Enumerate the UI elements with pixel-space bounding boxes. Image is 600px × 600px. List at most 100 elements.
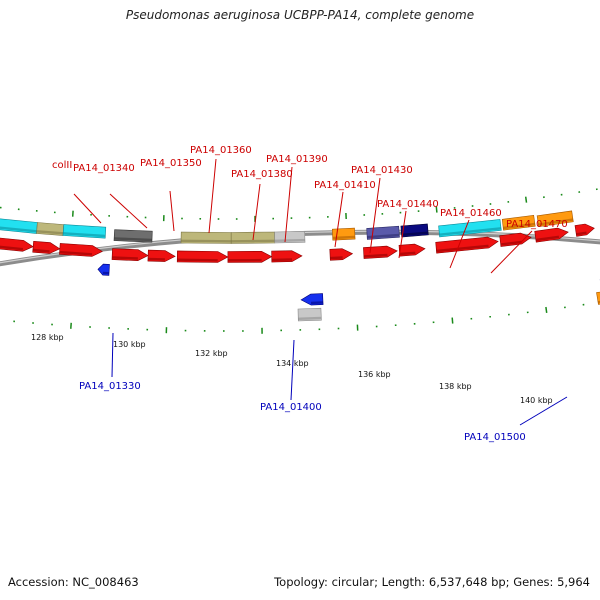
cds-arrow bbox=[59, 243, 103, 257]
ruler-labels: 128 kbp 130 kbp 132 kbp 134 kbp 136 kbp … bbox=[31, 333, 553, 405]
gene-block-shade bbox=[63, 232, 106, 238]
cds-arrow bbox=[176, 250, 229, 263]
cds-arrow bbox=[363, 245, 398, 259]
leader-line bbox=[334, 191, 344, 248]
gene-block bbox=[501, 214, 536, 231]
gene-block-shade bbox=[36, 230, 64, 235]
gene-block bbox=[274, 230, 306, 244]
cds-arrow bbox=[398, 243, 426, 257]
feature-label-pa14-01330[interactable]: PA14_01330 bbox=[79, 381, 141, 392]
gene-block bbox=[536, 210, 574, 228]
tick-mark bbox=[435, 206, 438, 213]
feature-label-pa14-01500[interactable]: PA14_01500 bbox=[464, 432, 526, 443]
cds-arrow-shade bbox=[0, 245, 24, 251]
gene-block bbox=[596, 291, 600, 305]
feature-label-pa14-01380[interactable]: PA14_01380 bbox=[231, 169, 293, 180]
gene-block-shade bbox=[231, 239, 275, 243]
reverse-arrow-shade bbox=[310, 301, 324, 305]
cds-arrow-shade bbox=[500, 240, 522, 246]
cds-arrow-shade bbox=[363, 253, 388, 258]
cds-arrow bbox=[574, 223, 595, 237]
cds-arrow bbox=[435, 236, 499, 254]
leader-line bbox=[284, 166, 293, 243]
cds-arrow-shade bbox=[576, 231, 587, 236]
cds-arrow bbox=[32, 240, 61, 254]
tick-mark bbox=[524, 196, 528, 203]
genome-stats-text: Topology: circular; Length: 6,537,648 bp… bbox=[274, 575, 590, 589]
feature-label-pa14-01410[interactable]: PA14_01410 bbox=[314, 180, 376, 191]
cds-arrow-shade bbox=[32, 248, 50, 253]
gene-block bbox=[438, 219, 502, 238]
gene-block-shade bbox=[503, 222, 536, 230]
gene-block bbox=[400, 223, 429, 238]
gene-block-shade bbox=[180, 239, 232, 243]
leader-line bbox=[73, 193, 102, 224]
leader-line bbox=[290, 339, 295, 401]
leader-line bbox=[208, 158, 217, 234]
feature-label-pa14-01440[interactable]: PA14_01440 bbox=[377, 199, 439, 210]
feature-layer[interactable] bbox=[0, 210, 600, 322]
cds-arrow-shade bbox=[399, 251, 416, 256]
feature-labels-bottom[interactable]: PA14_01330 PA14_01400 PA14_01500 bbox=[79, 381, 526, 443]
gene-block-shade bbox=[538, 218, 574, 226]
cds-arrow-shade bbox=[436, 244, 489, 253]
leader-line bbox=[519, 396, 568, 426]
ruler-label: 128 kbp bbox=[31, 333, 64, 342]
ruler-label: 140 kbp bbox=[520, 396, 553, 405]
cds-arrow-shade bbox=[147, 257, 165, 261]
feature-label-pa14-01350[interactable]: PA14_01350 bbox=[140, 158, 202, 169]
gene-block bbox=[0, 218, 38, 234]
gene-block bbox=[36, 222, 65, 236]
feature-label-pa14-01340[interactable]: PA14_01340 bbox=[73, 163, 135, 174]
cds-arrow-shade bbox=[271, 258, 293, 262]
tick-mark bbox=[545, 306, 548, 314]
leader-line bbox=[169, 190, 175, 232]
leader-line bbox=[252, 183, 261, 241]
genome-backbone bbox=[0, 229, 600, 267]
cds-arrow-shade bbox=[330, 256, 343, 260]
ruler-label: 138 kbp bbox=[439, 382, 472, 391]
tick-marks bbox=[0, 188, 598, 334]
ruler-label: 134 kbp bbox=[276, 359, 309, 368]
leader-line bbox=[449, 219, 470, 269]
feature-label-colii[interactable]: colII bbox=[52, 160, 72, 171]
page-title: Pseudomonas aeruginosa UCBPP-PA14, compl… bbox=[125, 8, 475, 22]
gene-block bbox=[113, 229, 153, 243]
backbone-arc bbox=[0, 229, 600, 267]
cds-arrow-shade bbox=[177, 258, 218, 262]
cds-arrow bbox=[271, 250, 303, 263]
feature-label-pa14-01470[interactable]: PA14_01470 bbox=[506, 219, 568, 230]
cds-arrow-shade bbox=[112, 256, 138, 260]
gene-block bbox=[331, 227, 356, 241]
cds-arrow bbox=[227, 250, 273, 263]
feature-label-pa14-01390[interactable]: PA14_01390 bbox=[266, 154, 328, 165]
ruler-label: 132 kbp bbox=[195, 349, 228, 358]
gene-block-shade bbox=[114, 237, 153, 242]
cds-arrow bbox=[111, 248, 149, 262]
gene-block-shade bbox=[439, 227, 502, 236]
feature-label-pa14-01460[interactable]: PA14_01460 bbox=[440, 208, 502, 219]
gene-block bbox=[180, 231, 232, 244]
gene-block-shade bbox=[274, 238, 305, 242]
label-leader-lines bbox=[73, 158, 568, 426]
gene-block-shade bbox=[401, 231, 429, 236]
feature-labels-top[interactable]: colII PA14_01340 PA14_01350 PA14_01360 P… bbox=[52, 145, 568, 230]
gene-block bbox=[62, 224, 107, 239]
leader-line bbox=[398, 210, 407, 259]
cds-arrow-shade bbox=[59, 250, 93, 256]
feature-label-pa14-01360[interactable]: PA14_01360 bbox=[190, 145, 252, 156]
cds-arrow bbox=[147, 249, 176, 262]
reverse-arrow bbox=[300, 293, 324, 306]
gene-block bbox=[297, 307, 322, 322]
cds-arrow bbox=[0, 237, 34, 252]
feature-label-pa14-01430[interactable]: PA14_01430 bbox=[351, 165, 413, 176]
leader-line bbox=[369, 177, 381, 254]
leader-line bbox=[490, 230, 533, 274]
gene-block-shade bbox=[0, 226, 37, 233]
ruler-label: 136 kbp bbox=[358, 370, 391, 379]
gene-block-shade bbox=[298, 316, 322, 320]
backbone-highlight bbox=[0, 230, 600, 264]
feature-label-pa14-01400[interactable]: PA14_01400 bbox=[260, 402, 322, 413]
cds-arrow bbox=[499, 232, 532, 247]
